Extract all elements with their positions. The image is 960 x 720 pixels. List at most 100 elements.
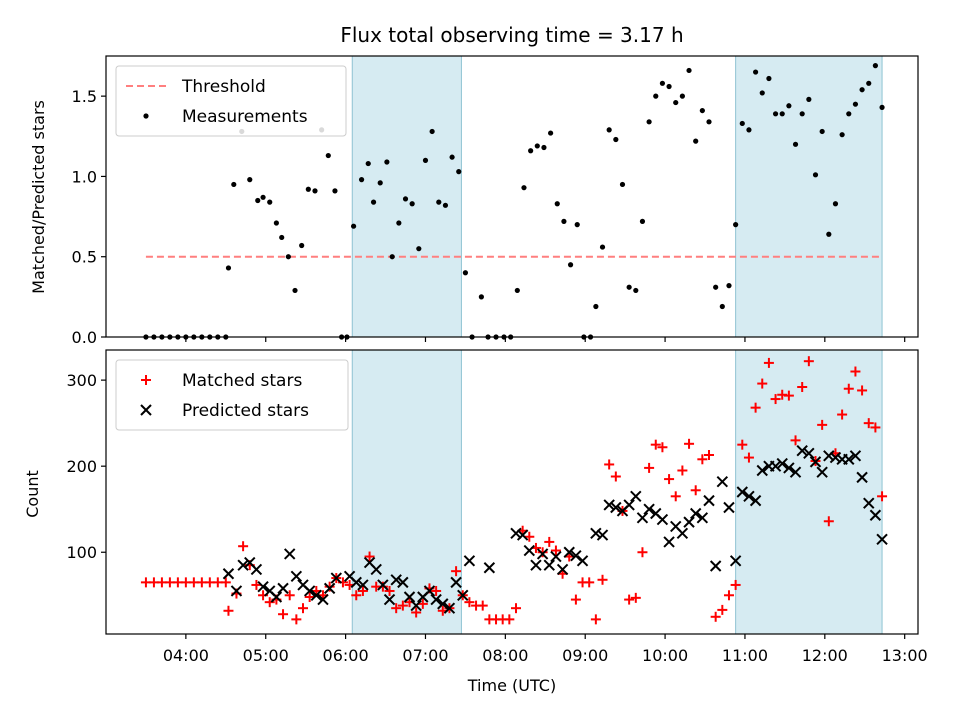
x-tick-label: 13:00 xyxy=(882,646,928,665)
matched-star-point xyxy=(477,600,488,611)
predicted-star-point xyxy=(856,471,868,484)
predicted-star-point xyxy=(636,512,649,524)
matched-star-point xyxy=(823,516,834,527)
predicted-star-point xyxy=(556,563,569,576)
measurement-point xyxy=(273,220,279,226)
measurement-point xyxy=(846,111,852,117)
top-panel: 0.0 0.5 1.0 1.5 Threshold Measurements xyxy=(72,55,919,347)
predicted-star-point xyxy=(723,501,735,514)
matched-star-point xyxy=(797,382,808,393)
matched-star-point xyxy=(650,439,661,450)
measurement-point xyxy=(832,201,839,207)
y-tick-label: 0.0 xyxy=(72,328,97,347)
measurement-point xyxy=(739,120,745,127)
matched-star-point xyxy=(770,394,781,405)
legend-entry: Threshold xyxy=(126,77,266,97)
predicted-star-point xyxy=(796,444,808,457)
matched-star-point xyxy=(411,607,422,618)
predicted-star-point xyxy=(483,562,496,574)
measurement-point xyxy=(548,130,554,136)
predicted-star-point xyxy=(816,466,828,478)
predicted-star-point xyxy=(610,501,622,514)
shaded-region xyxy=(351,55,462,338)
measurement-point xyxy=(699,107,705,114)
predicted-star-point xyxy=(510,527,522,540)
matched-star-point xyxy=(590,614,601,625)
matched-star-point xyxy=(537,547,548,558)
matched-star-point xyxy=(763,357,774,368)
predicted-star-point xyxy=(317,593,329,606)
matched-star-point xyxy=(750,402,761,413)
legend-entry: Measurements xyxy=(143,107,308,127)
figure-title: Flux total observing time = 3.17 h xyxy=(340,23,683,47)
predicted-star-point xyxy=(530,559,542,571)
measurement-point xyxy=(806,96,812,102)
matched-star-point xyxy=(637,547,648,558)
predicted-star-point xyxy=(683,516,695,528)
predicted-star-point xyxy=(430,593,442,606)
predicted-star-point xyxy=(383,593,396,606)
predicted-star-point xyxy=(443,602,456,614)
predicted-star-point xyxy=(403,591,416,603)
x-tick-label: 07:00 xyxy=(402,646,448,665)
x-tick-label: 11:00 xyxy=(722,646,768,665)
measurement-point xyxy=(792,141,799,147)
measurement-point xyxy=(686,67,692,74)
matched-star-point xyxy=(220,577,231,588)
measurement-point xyxy=(541,144,547,151)
matched-star-point xyxy=(544,536,555,547)
predicted-star-point xyxy=(543,559,555,571)
matched-star-point xyxy=(384,585,395,596)
predicted-star-point xyxy=(829,451,842,464)
legend-label: Matched stars xyxy=(182,371,302,391)
matched-star-point xyxy=(298,603,309,614)
matched-star-point xyxy=(644,462,655,473)
measurement-point xyxy=(365,160,371,167)
measurement-point xyxy=(358,177,365,183)
matched-star-point xyxy=(803,356,814,367)
measurement-point xyxy=(514,287,520,294)
legend-entry: Matched stars xyxy=(141,371,302,391)
matched-star-point xyxy=(391,603,402,614)
predicted-star-point xyxy=(277,582,289,595)
predicted-star-point xyxy=(357,579,369,591)
measurement-point xyxy=(613,136,619,143)
y-tick-label: 1.5 xyxy=(72,87,97,106)
measurement-point xyxy=(826,231,832,237)
predicted-star-point xyxy=(656,513,669,526)
predicted-star-point xyxy=(516,529,529,541)
measurement-point xyxy=(666,83,672,90)
matched-star-point xyxy=(877,491,888,502)
measurement-point xyxy=(799,111,805,117)
matched-star-point xyxy=(843,383,854,394)
predicted-star-point xyxy=(876,533,888,546)
matched-star-point xyxy=(690,485,701,496)
matched-star-point xyxy=(670,491,681,502)
measurement-point xyxy=(267,199,273,205)
measurement-point xyxy=(456,169,462,175)
predicted-star-point xyxy=(250,563,263,576)
shaded-region xyxy=(735,349,883,635)
predicted-star-point xyxy=(823,450,835,462)
measurement-point xyxy=(312,188,318,194)
measurement-point xyxy=(866,80,872,86)
measurement-point xyxy=(402,196,409,202)
matched-star-point xyxy=(684,438,695,449)
predicted-star-point xyxy=(709,560,722,572)
predicted-star-point xyxy=(696,512,709,524)
matched-star-point xyxy=(604,459,615,470)
matched-star-point xyxy=(743,452,754,463)
y-tick-label: 300 xyxy=(66,371,97,390)
matched-star-point xyxy=(730,579,741,590)
predicted-star-point xyxy=(769,460,782,472)
predicted-star-point xyxy=(590,527,602,540)
legend-box xyxy=(115,359,349,431)
predicted-star-point xyxy=(237,559,249,571)
measurement-point xyxy=(561,218,567,224)
predicted-star-point xyxy=(270,591,283,603)
y-tick-label: 100 xyxy=(66,543,97,562)
matched-star-point xyxy=(357,585,368,596)
predicted-star-point xyxy=(290,570,303,583)
x-tick-label: 04:00 xyxy=(163,646,209,665)
shaded-region xyxy=(351,349,462,635)
